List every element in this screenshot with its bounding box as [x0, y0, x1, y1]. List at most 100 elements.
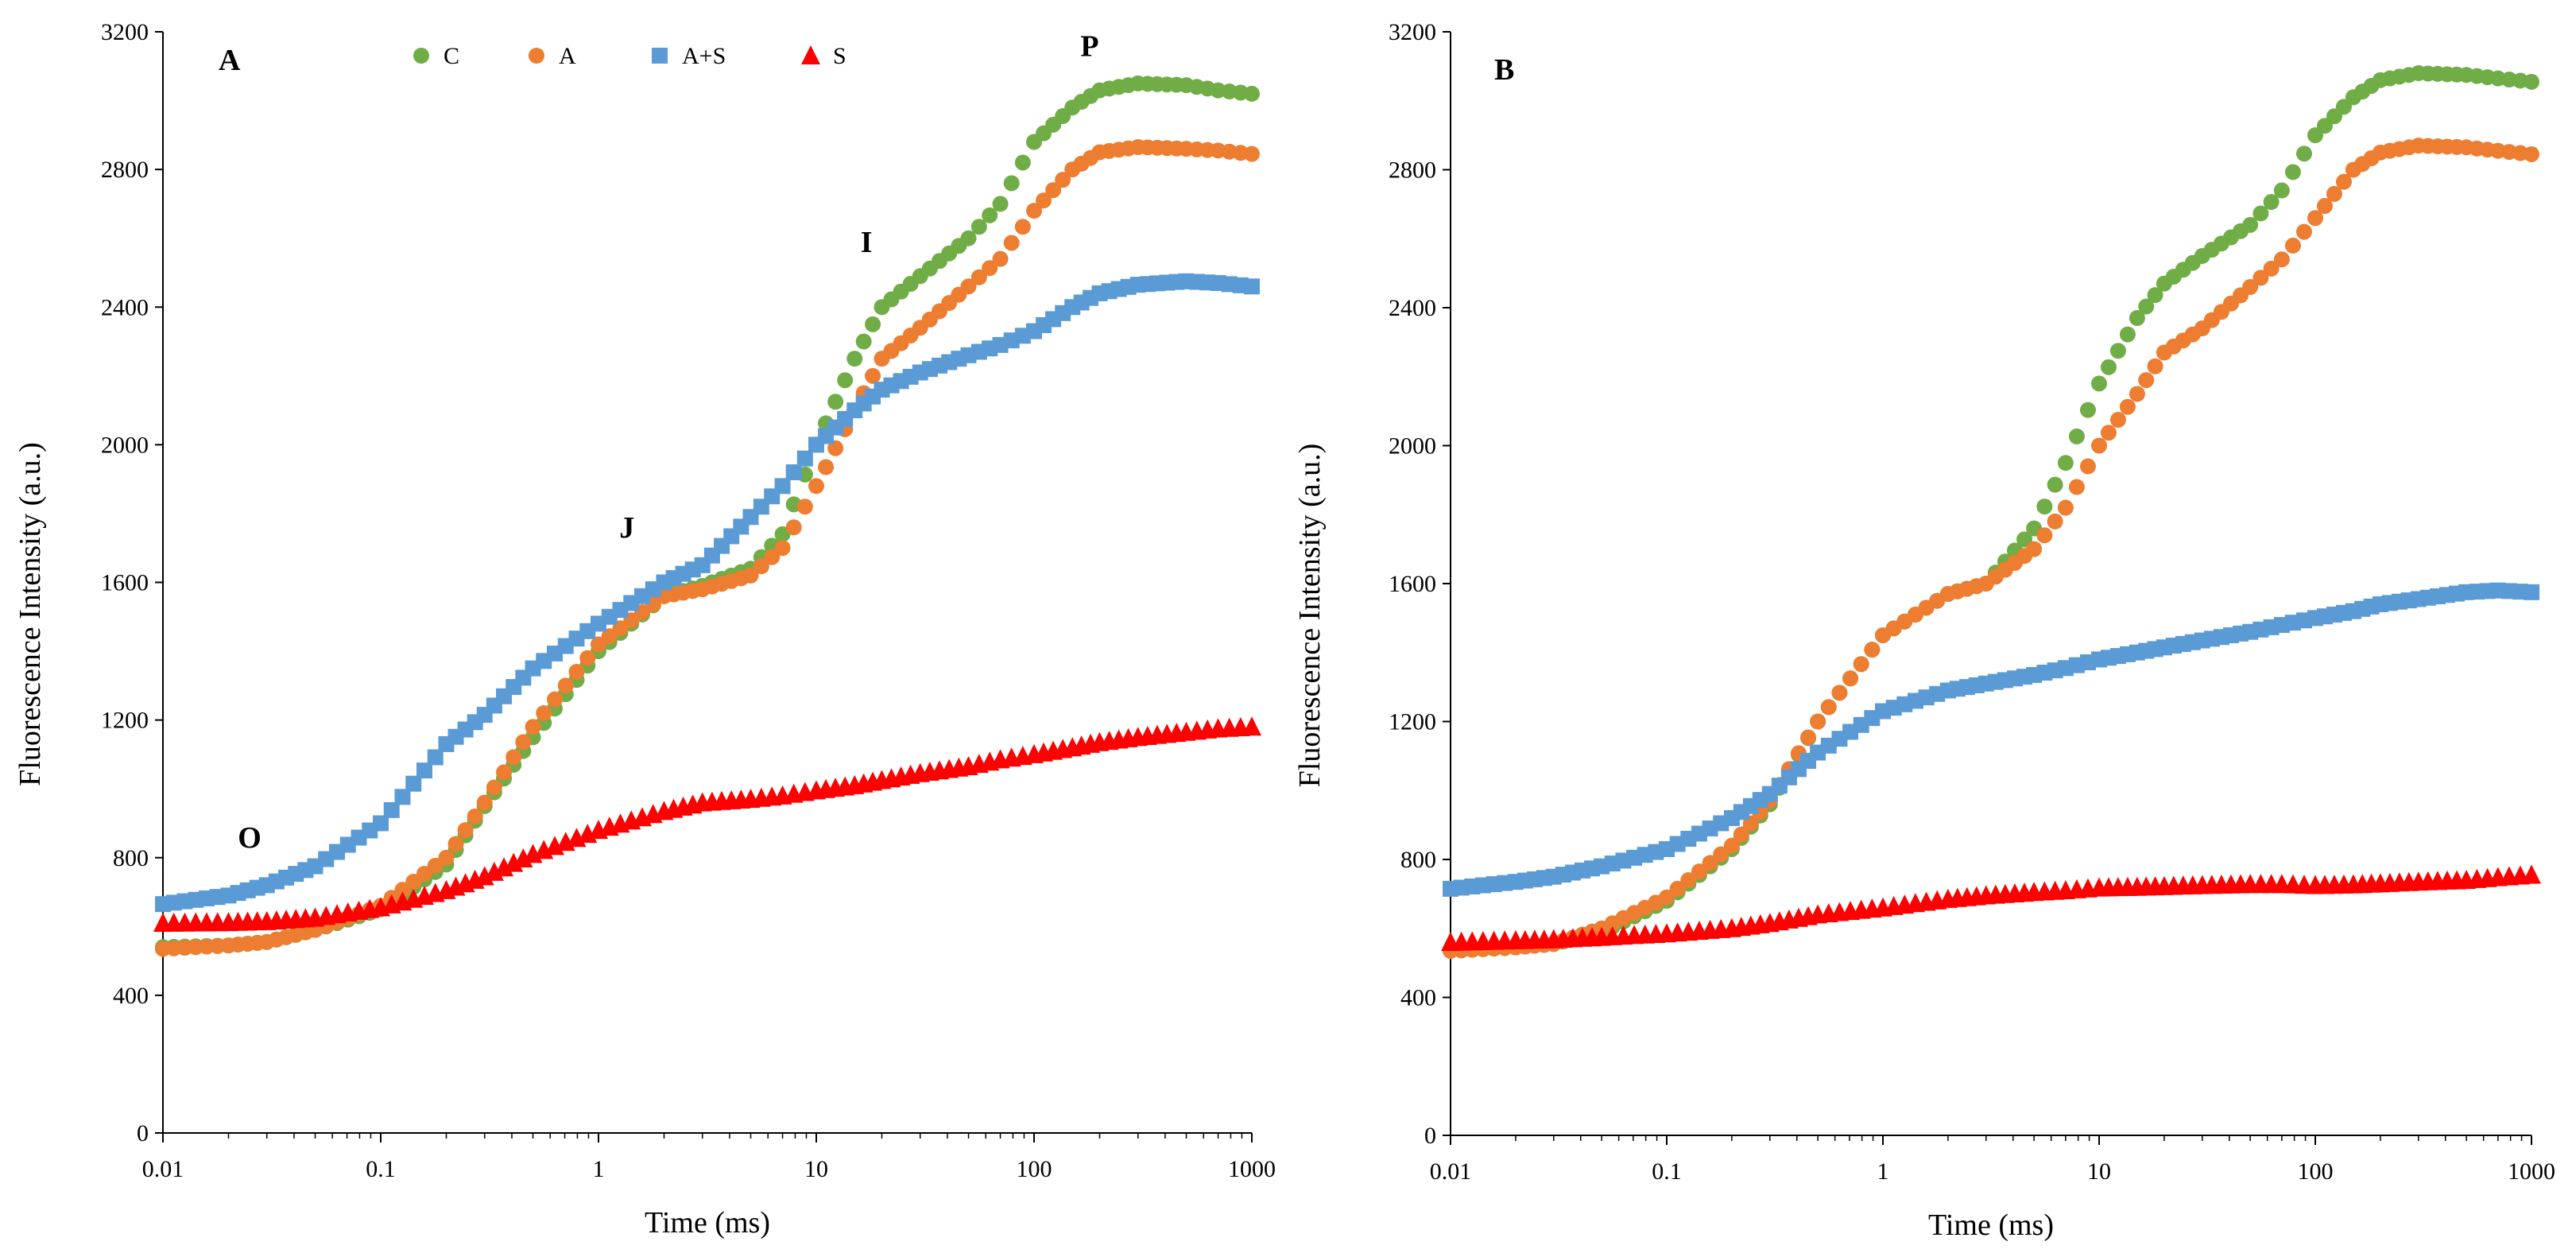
y-tick-label: 1200	[101, 708, 149, 734]
data-point	[796, 499, 813, 515]
data-point	[2284, 237, 2301, 254]
x-tick-label: 1	[593, 1156, 605, 1182]
data-point	[1800, 729, 1817, 746]
x-tick-label: 0.1	[366, 1156, 396, 1182]
data-point	[1014, 219, 1031, 235]
data-point	[827, 440, 844, 456]
data-point	[2147, 287, 2163, 304]
data-point	[2119, 398, 2136, 415]
data-point	[1036, 192, 1052, 209]
x-tick-label: 100	[2298, 1158, 2334, 1185]
data-point	[865, 367, 881, 384]
data-point	[1831, 685, 1848, 701]
data-point	[1003, 235, 1020, 251]
x-axis-title: Time (ms)	[1928, 1209, 2054, 1242]
y-axis-title: Fluorescence Intensity (a.u.)	[1293, 444, 1327, 788]
data-point	[846, 351, 863, 367]
data-point	[457, 822, 474, 839]
data-point	[1733, 826, 1749, 843]
y-tick-label: 400	[1400, 985, 1436, 1011]
y-tick-label: 0	[1424, 1123, 1436, 1149]
data-point	[2273, 182, 2290, 199]
y-tick-label: 2000	[1389, 433, 1436, 460]
phase-label-i: I	[861, 226, 873, 259]
data-point	[2253, 270, 2269, 286]
y-tick-label: 2400	[1389, 295, 1436, 321]
x-tick-label: 100	[1017, 1156, 1052, 1182]
data-point	[2242, 216, 2259, 233]
phase-label-o: O	[238, 821, 261, 855]
x-tick-label: 10	[804, 1156, 828, 1182]
data-point	[394, 789, 411, 805]
y-tick-label: 2400	[101, 294, 149, 320]
data-point	[1864, 642, 1881, 658]
y-tick-label: 400	[113, 983, 149, 1009]
legend-label: A+S	[682, 43, 726, 69]
data-point	[1842, 670, 1859, 687]
panel-label: B	[1494, 53, 1514, 87]
data-point	[568, 664, 585, 681]
data-point	[2295, 223, 2312, 240]
x-tick-label: 10	[2087, 1158, 2111, 1185]
series-s	[153, 716, 1261, 932]
data-point	[2119, 326, 2136, 343]
data-point	[601, 628, 618, 645]
y-tick-label: 2000	[101, 432, 149, 458]
data-point	[2522, 864, 2541, 884]
y-tick-label: 800	[113, 845, 149, 871]
data-point	[476, 794, 493, 811]
y-tick-label: 800	[1400, 847, 1436, 873]
data-point	[438, 849, 455, 866]
data-point	[405, 775, 422, 792]
data-point	[536, 704, 552, 721]
data-point	[2242, 278, 2259, 295]
data-point	[2326, 185, 2342, 202]
data-point	[2047, 476, 2063, 493]
x-tick-label: 1000	[2508, 1158, 2555, 1185]
x-axis-title: Time (ms)	[645, 1206, 770, 1240]
data-point	[764, 549, 781, 565]
legend-label: A	[559, 43, 576, 69]
x-tick-label: 0.01	[142, 1156, 184, 1182]
data-point	[2129, 386, 2145, 402]
phase-label-j: J	[619, 511, 634, 545]
data-point	[2284, 164, 2301, 180]
panel-label: A	[219, 44, 241, 77]
y-tick-label: 1600	[101, 570, 149, 596]
data-point	[1014, 154, 1031, 171]
data-point	[742, 567, 759, 584]
data-point	[2036, 527, 2053, 544]
data-point	[2079, 402, 2096, 418]
data-point	[1003, 175, 1020, 192]
phase-label-p: P	[1080, 29, 1098, 63]
data-point	[591, 636, 606, 653]
data-point	[2138, 298, 2155, 315]
data-point	[2109, 343, 2126, 359]
data-point	[970, 269, 987, 285]
legend-marker	[529, 48, 544, 64]
y-tick-label: 2800	[1389, 157, 1436, 184]
data-point	[1026, 203, 1042, 219]
y-tick-label: 0	[137, 1120, 149, 1146]
data-point	[2100, 359, 2117, 375]
data-point	[1045, 182, 1062, 199]
y-tick-label: 2800	[101, 157, 149, 183]
data-point	[855, 333, 872, 350]
data-point	[394, 882, 411, 898]
legend-label: C	[444, 43, 459, 69]
data-point	[557, 677, 574, 694]
data-point	[2524, 584, 2539, 600]
data-point	[2057, 499, 2074, 516]
data-point	[2068, 428, 2085, 444]
data-point	[1853, 656, 1869, 673]
data-point	[808, 478, 824, 495]
data-point	[2253, 205, 2269, 222]
data-point	[2026, 541, 2043, 557]
data-point	[579, 650, 596, 666]
data-point	[2129, 310, 2145, 327]
data-point	[2263, 193, 2280, 210]
data-point	[1244, 145, 1260, 162]
data-point	[2295, 145, 2312, 162]
